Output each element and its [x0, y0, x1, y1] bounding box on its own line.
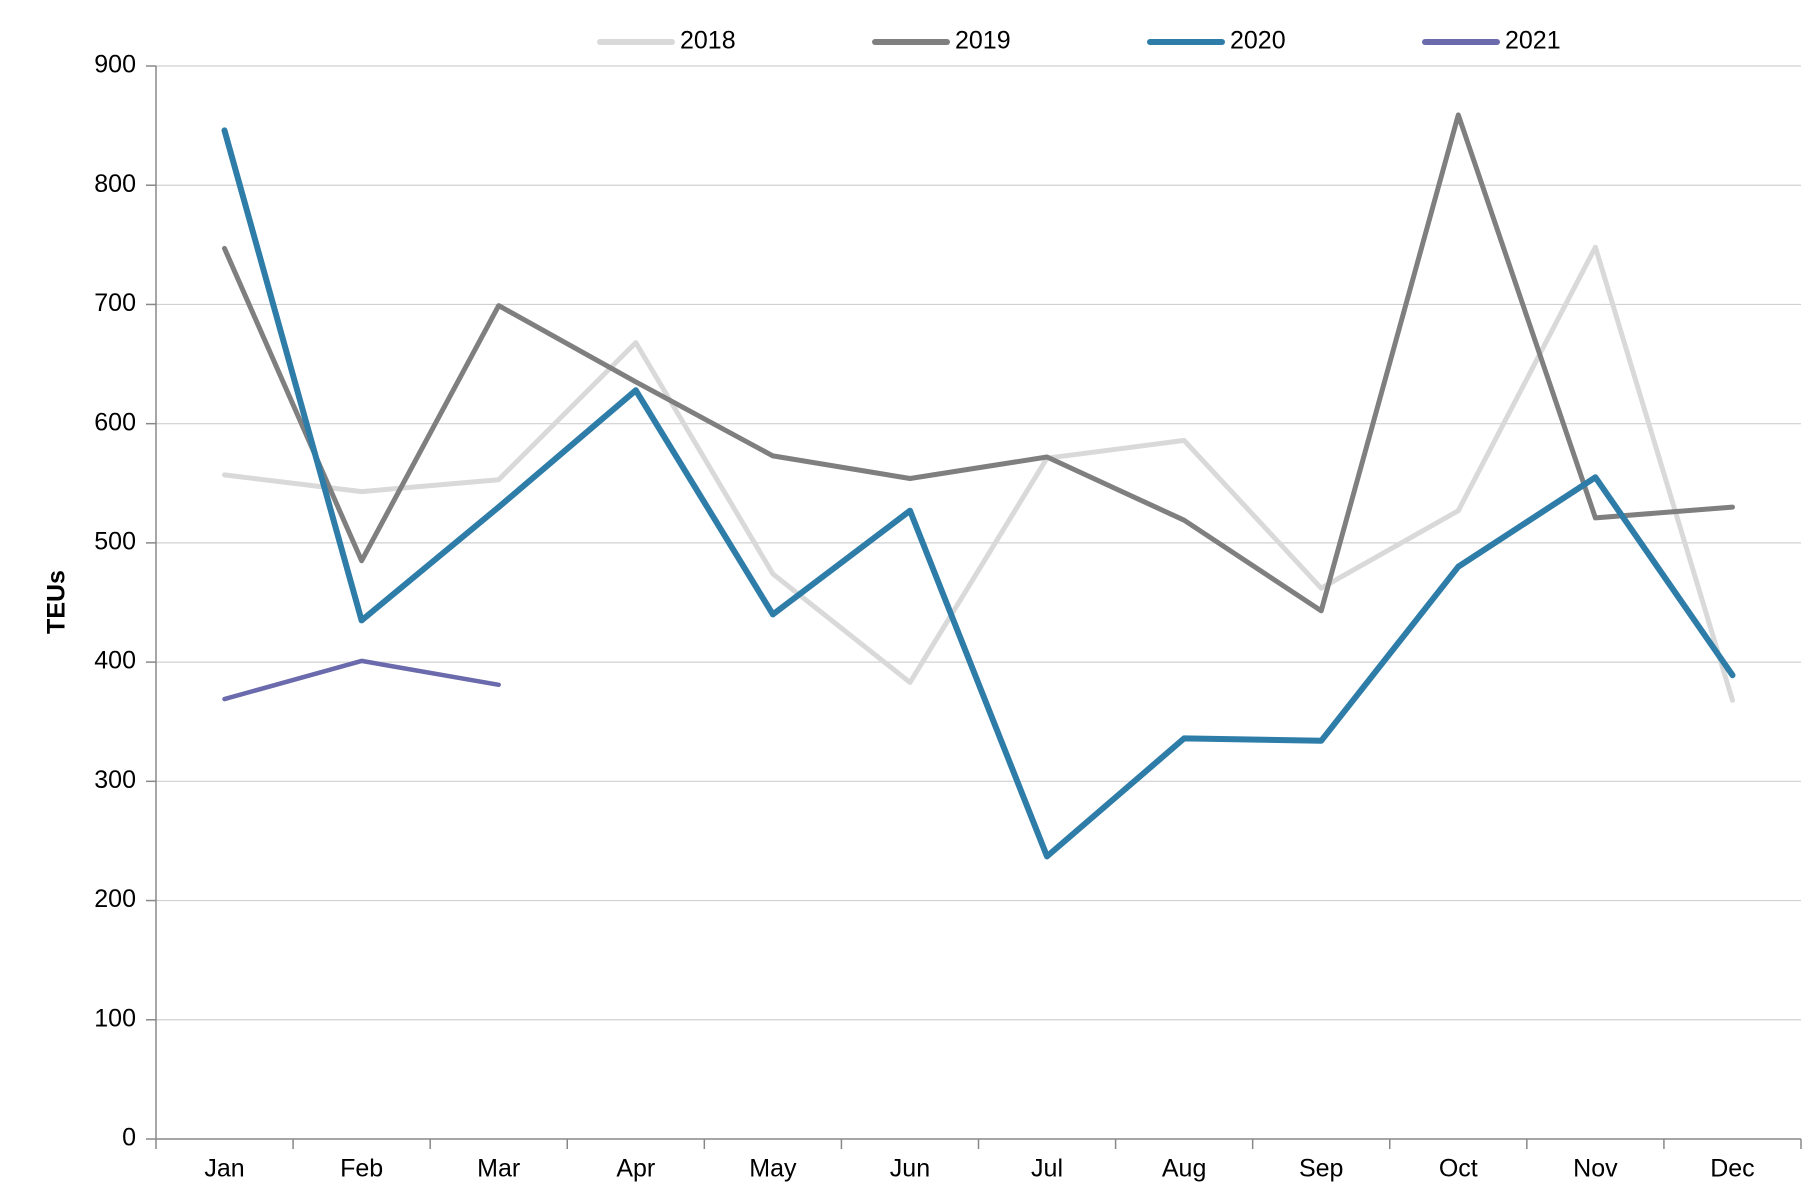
y-tick-label: 400 — [94, 647, 136, 675]
x-tick-label: Nov — [1573, 1155, 1618, 1183]
y-tick-label: 800 — [94, 170, 136, 198]
y-tick-label: 900 — [94, 51, 136, 79]
y-tick-label: 500 — [94, 527, 136, 555]
x-tick-label: Jun — [890, 1155, 930, 1183]
x-tick-label: Apr — [616, 1155, 655, 1183]
x-tick-label: May — [749, 1155, 797, 1183]
x-tick-label: Mar — [477, 1155, 520, 1183]
x-tick-label: Oct — [1439, 1155, 1478, 1183]
legend-label: 2019 — [955, 27, 1011, 55]
y-tick-label: 0 — [122, 1124, 136, 1152]
line-series — [221, 127, 1736, 860]
y-tick-label: 700 — [94, 289, 136, 317]
x-tick-label: Aug — [1162, 1155, 1206, 1183]
y-tick-label: 100 — [94, 1004, 136, 1032]
x-tick-label: Sep — [1299, 1155, 1343, 1183]
x-tick-label: Feb — [340, 1155, 383, 1183]
legend-label: 2021 — [1505, 27, 1561, 55]
legend-label: 2020 — [1230, 27, 1286, 55]
x-tick-label: Dec — [1710, 1155, 1754, 1183]
x-tick-label: Jul — [1031, 1155, 1063, 1183]
line-series — [222, 112, 1735, 614]
y-tick-label: 200 — [94, 885, 136, 913]
line-series — [222, 244, 1735, 703]
line-series — [222, 658, 501, 702]
y-tick-label: 600 — [94, 408, 136, 436]
y-axis-label: TEUs — [43, 570, 71, 634]
x-tick-label: Jan — [204, 1155, 244, 1183]
y-tick-label: 300 — [94, 766, 136, 794]
legend-label: 2018 — [680, 27, 736, 55]
